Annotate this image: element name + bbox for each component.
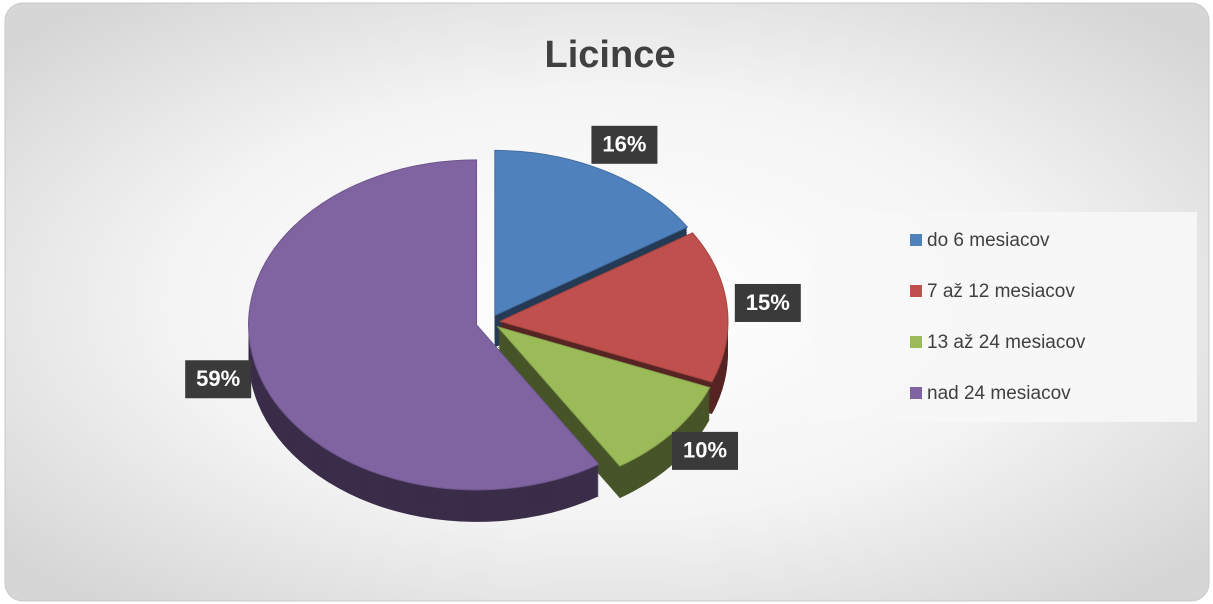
legend-swatch [910,387,922,399]
legend-label: 13 až 24 mesiacov [927,332,1086,353]
chart-title: Licince [545,34,676,76]
data-label: 59% [196,366,240,391]
pie-slice [248,159,600,491]
data-label: 10% [683,438,727,463]
pie-slice [498,232,729,383]
data-label: 15% [746,290,790,315]
data-label-box [185,360,252,399]
data-label-box [734,283,801,322]
data-label-box [591,125,658,164]
legend-label: nad 24 mesiacov [927,383,1071,404]
data-label-box [672,431,739,470]
data-label: 16% [602,132,646,157]
legend-swatch [910,285,922,297]
legend [815,212,1197,422]
legend-label: do 6 mesiacov [927,230,1050,251]
legend-swatch [910,336,922,348]
pie-slice [494,149,689,317]
legend-label: 7 až 12 mesiacov [927,281,1075,302]
legend-swatch [910,234,922,246]
